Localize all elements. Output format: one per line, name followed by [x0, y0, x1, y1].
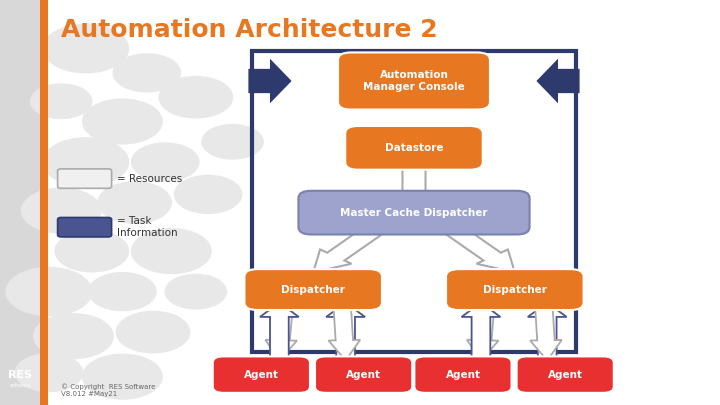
Text: = Resources: = Resources [117, 174, 183, 183]
Circle shape [15, 354, 83, 392]
Circle shape [83, 354, 162, 399]
Polygon shape [441, 223, 515, 272]
Circle shape [202, 125, 264, 159]
Text: Datastore: Datastore [384, 143, 444, 153]
Circle shape [132, 143, 199, 181]
Text: Agent: Agent [244, 370, 279, 379]
Polygon shape [388, 166, 440, 230]
Text: Automation
Manager Console: Automation Manager Console [363, 70, 465, 92]
FancyBboxPatch shape [517, 356, 614, 393]
Text: Master Cache Dispatcher: Master Cache Dispatcher [341, 208, 487, 217]
FancyBboxPatch shape [213, 356, 310, 393]
Text: © Copyright  RES Software
V8.012 #May21: © Copyright RES Software V8.012 #May21 [61, 383, 156, 397]
Circle shape [166, 275, 227, 309]
Polygon shape [313, 223, 387, 272]
Circle shape [34, 314, 113, 358]
Bar [252, 51, 576, 352]
Circle shape [55, 230, 128, 272]
Bar [40, 0, 48, 405]
FancyBboxPatch shape [446, 269, 583, 310]
Circle shape [159, 77, 233, 118]
FancyBboxPatch shape [58, 169, 112, 188]
Polygon shape [248, 59, 292, 103]
Polygon shape [326, 303, 365, 360]
Text: Agent: Agent [548, 370, 582, 379]
Text: RES: RES [8, 370, 32, 379]
FancyBboxPatch shape [315, 356, 412, 393]
Polygon shape [462, 303, 500, 360]
Circle shape [43, 138, 129, 186]
Polygon shape [528, 303, 567, 360]
Text: Dispatcher: Dispatcher [483, 285, 546, 294]
Circle shape [113, 54, 181, 92]
Circle shape [89, 273, 156, 311]
Circle shape [117, 311, 190, 353]
FancyBboxPatch shape [299, 191, 529, 234]
Polygon shape [536, 59, 580, 103]
Circle shape [98, 182, 171, 223]
Polygon shape [530, 303, 562, 360]
Text: Automation Architecture 2: Automation Architecture 2 [61, 18, 438, 43]
Polygon shape [260, 303, 299, 360]
Polygon shape [328, 303, 360, 360]
Text: Agent: Agent [346, 370, 381, 379]
Bar [0, 0, 47, 405]
FancyBboxPatch shape [415, 356, 511, 393]
Circle shape [83, 99, 162, 144]
FancyBboxPatch shape [345, 126, 482, 170]
Circle shape [22, 188, 101, 233]
Circle shape [43, 24, 129, 73]
FancyBboxPatch shape [58, 217, 112, 237]
Circle shape [30, 84, 92, 118]
Text: = Task
Information: = Task Information [117, 216, 178, 238]
FancyBboxPatch shape [244, 269, 382, 310]
Circle shape [132, 229, 211, 273]
Circle shape [6, 267, 92, 316]
Circle shape [174, 175, 242, 213]
FancyBboxPatch shape [338, 52, 490, 110]
Text: software: software [9, 383, 31, 388]
Text: Dispatcher: Dispatcher [282, 285, 345, 294]
Text: Agent: Agent [446, 370, 480, 379]
Polygon shape [265, 303, 297, 360]
Polygon shape [467, 303, 498, 360]
